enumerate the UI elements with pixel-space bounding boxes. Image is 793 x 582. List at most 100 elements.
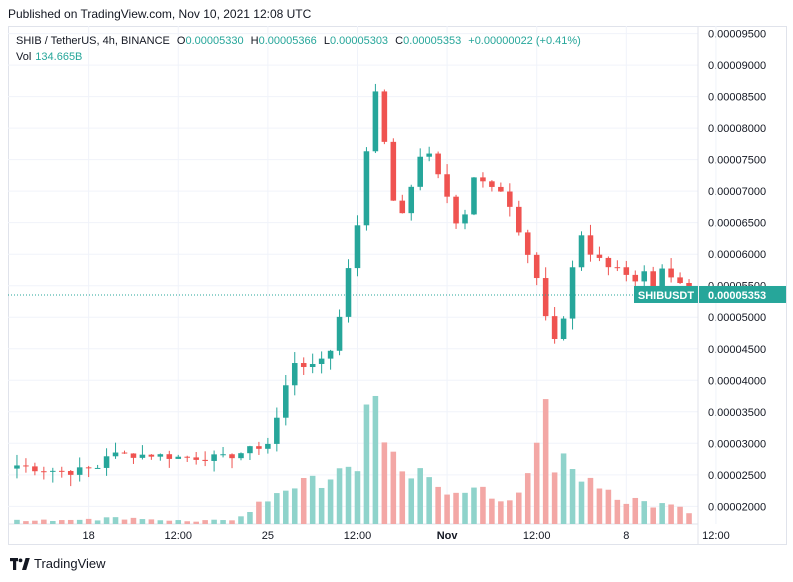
candle-body <box>327 350 334 359</box>
volume-bar <box>480 486 486 524</box>
x-tick-label: 12:00 <box>164 530 192 542</box>
volume-bar <box>524 473 531 524</box>
candle-body <box>283 385 289 418</box>
volume-bar <box>507 500 513 524</box>
candle-body <box>291 363 298 386</box>
volume-bar <box>166 520 173 524</box>
candle-body <box>569 267 576 319</box>
candle-body <box>148 454 155 457</box>
high-value: 0.00005366 <box>258 35 317 47</box>
volume-bar <box>623 503 630 524</box>
candle-body <box>471 177 477 215</box>
volume-bar <box>291 488 298 524</box>
candle-body <box>157 454 164 457</box>
volume-bar <box>300 477 307 524</box>
candle-body <box>41 471 47 473</box>
candle-body <box>220 454 226 456</box>
volume-bar <box>112 517 119 524</box>
volume-bar <box>569 469 576 524</box>
candle-body <box>14 465 20 469</box>
vol-value: 134.665B <box>35 51 83 63</box>
candle-body <box>516 206 522 233</box>
volume-bar <box>238 516 244 524</box>
volume-bar <box>426 477 432 524</box>
volume-bar <box>641 501 648 524</box>
volume-bar <box>283 490 289 524</box>
volume-bar <box>211 519 217 524</box>
volume-bar <box>184 521 190 524</box>
symbol-tag <box>634 285 698 303</box>
x-tick-label: 12:00 <box>702 530 730 542</box>
symbol-title[interactable]: SHIB / TetherUS, 4h, BINANCE <box>16 35 170 47</box>
candle-body <box>596 254 603 258</box>
candle-body <box>211 454 217 461</box>
candle-body <box>507 191 513 207</box>
candle-body <box>229 454 235 459</box>
candle-body <box>238 453 244 459</box>
candle-body <box>256 446 262 449</box>
symbol-tag-label: SHIBUSDT <box>638 290 695 302</box>
candle-body <box>560 318 567 340</box>
candle-body <box>50 470 56 472</box>
volume-bar <box>309 475 316 524</box>
volume-bar <box>247 511 253 524</box>
brand-name: TradingView <box>34 556 106 571</box>
volume-bar <box>85 518 92 524</box>
volume-bar <box>632 497 639 524</box>
candle-body <box>58 470 65 472</box>
volume-bar <box>381 442 388 524</box>
candle-body <box>381 91 388 142</box>
candle-body <box>632 274 639 282</box>
candle-body <box>462 214 468 224</box>
y-tick-label: 0.00009500 <box>708 29 766 41</box>
footer-brand[interactable]: TradingView <box>10 556 106 571</box>
volume-bar <box>516 492 522 524</box>
volume-bar <box>202 520 208 524</box>
symbol-legend: SHIB / TetherUS, 4h, BINANCE O0.00005330… <box>16 35 581 47</box>
y-tick-label: 0.00002000 <box>708 501 766 513</box>
candle-body <box>300 363 307 368</box>
candle-body <box>139 454 146 458</box>
x-tick-label: 12:00 <box>344 530 372 542</box>
volume-bar <box>560 453 567 524</box>
volume-bar <box>58 520 65 524</box>
y-tick-label: 0.00005000 <box>708 312 766 324</box>
y-tick-label: 0.00007000 <box>708 186 766 198</box>
x-tick-label: 18 <box>83 530 95 542</box>
volume-bar <box>220 520 226 524</box>
volume-legend: Vol 134.665B <box>16 51 82 63</box>
y-tick-label: 0.00004000 <box>708 375 766 387</box>
last-price-tag <box>699 285 786 303</box>
volume-bar <box>67 519 74 524</box>
candle-body <box>677 277 683 284</box>
candle-body <box>23 465 29 467</box>
volume-bar <box>614 499 621 524</box>
volume-bar <box>345 466 352 524</box>
candle-body <box>623 267 630 275</box>
candle-body <box>112 452 119 457</box>
volume-bar <box>130 517 137 524</box>
volume-bar <box>354 471 361 524</box>
candle-body <box>426 153 432 157</box>
x-tick-label: Nov <box>437 530 459 542</box>
y-tick-label: 0.00003500 <box>708 407 766 419</box>
volume-bar <box>587 477 594 524</box>
candle-body <box>175 456 182 459</box>
candle-body <box>336 316 343 351</box>
volume-bar <box>542 399 549 524</box>
candle-body <box>193 457 199 460</box>
candle-body <box>417 156 423 187</box>
y-tick-label: 0.00002500 <box>708 470 766 482</box>
volume-bar <box>139 519 146 524</box>
candle-body <box>76 467 83 475</box>
volume-bar <box>274 493 280 524</box>
low-label: L <box>323 35 330 47</box>
price-chart[interactable]: 0.00009500 0.00009000 0.00008500 0.00008000… <box>8 26 787 545</box>
close-value: 0.00005353 <box>403 35 462 47</box>
candle-body <box>587 235 594 255</box>
volume-bar <box>23 521 29 524</box>
low-value: 0.00005303 <box>329 35 389 47</box>
volume-bar <box>14 519 20 524</box>
volume-bar <box>659 503 665 524</box>
y-tick-label: 0.00004500 <box>708 344 766 356</box>
